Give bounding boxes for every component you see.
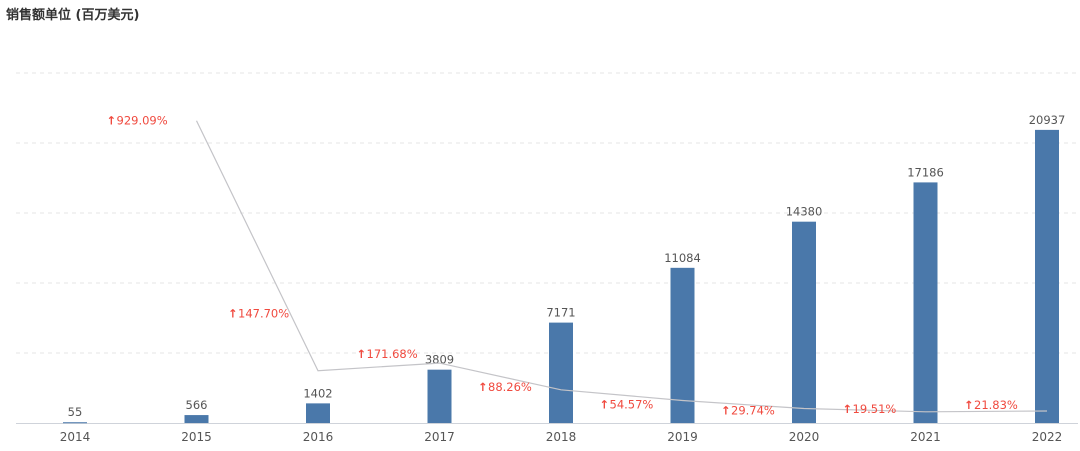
growth-label: 929.09%	[117, 114, 168, 128]
data-label: 1402	[303, 386, 332, 400]
growth-label: 19.51%	[853, 402, 897, 416]
growth-label: 147.70%	[238, 307, 289, 321]
bar	[1035, 129, 1059, 423]
growth-label: 54.57%	[610, 398, 654, 412]
x-tick-label: 2014	[60, 430, 91, 444]
arrow-up-icon: ↑	[721, 403, 731, 417]
data-label: 14380	[786, 205, 823, 219]
data-label: 55	[68, 405, 83, 419]
growth-label: 88.26%	[488, 380, 532, 394]
arrow-up-icon: ↑	[478, 380, 488, 394]
bar	[792, 221, 816, 423]
x-tick-label: 2020	[789, 430, 820, 444]
data-label: 11084	[664, 251, 701, 265]
data-label: 20937	[1029, 113, 1066, 127]
arrow-up-icon: ↑	[357, 347, 367, 361]
bar	[427, 369, 452, 423]
x-tick-label: 2015	[181, 430, 212, 444]
data-label: 7171	[546, 306, 575, 320]
bar	[670, 267, 695, 423]
x-tick-label: 2018	[546, 430, 577, 444]
growth-label: 171.68%	[367, 347, 418, 361]
growth-label: 29.74%	[731, 403, 775, 417]
chart-title: 销售额单位 (百万美元)	[6, 8, 140, 23]
growth-label: 21.83%	[974, 398, 1018, 412]
data-label: 17186	[907, 165, 944, 179]
arrow-up-icon: ↑	[228, 307, 238, 321]
x-tick-label: 2022	[1032, 430, 1063, 444]
bar	[184, 415, 209, 423]
arrow-up-icon: ↑	[107, 114, 117, 128]
bar	[306, 403, 330, 423]
arrow-up-icon: ↑	[964, 398, 974, 412]
x-tick-label: 2017	[424, 430, 455, 444]
growth-line	[195, 120, 1048, 413]
x-tick-label: 2021	[910, 430, 941, 444]
arrow-up-icon: ↑	[843, 402, 853, 416]
data-label: 566	[186, 398, 208, 412]
bar	[913, 182, 938, 423]
bar	[63, 422, 87, 424]
bar	[549, 322, 573, 423]
x-tick-label: 2019	[667, 430, 698, 444]
data-label: 3809	[425, 353, 454, 367]
arrow-up-icon: ↑	[600, 398, 610, 412]
x-tick-label: 2016	[303, 430, 334, 444]
